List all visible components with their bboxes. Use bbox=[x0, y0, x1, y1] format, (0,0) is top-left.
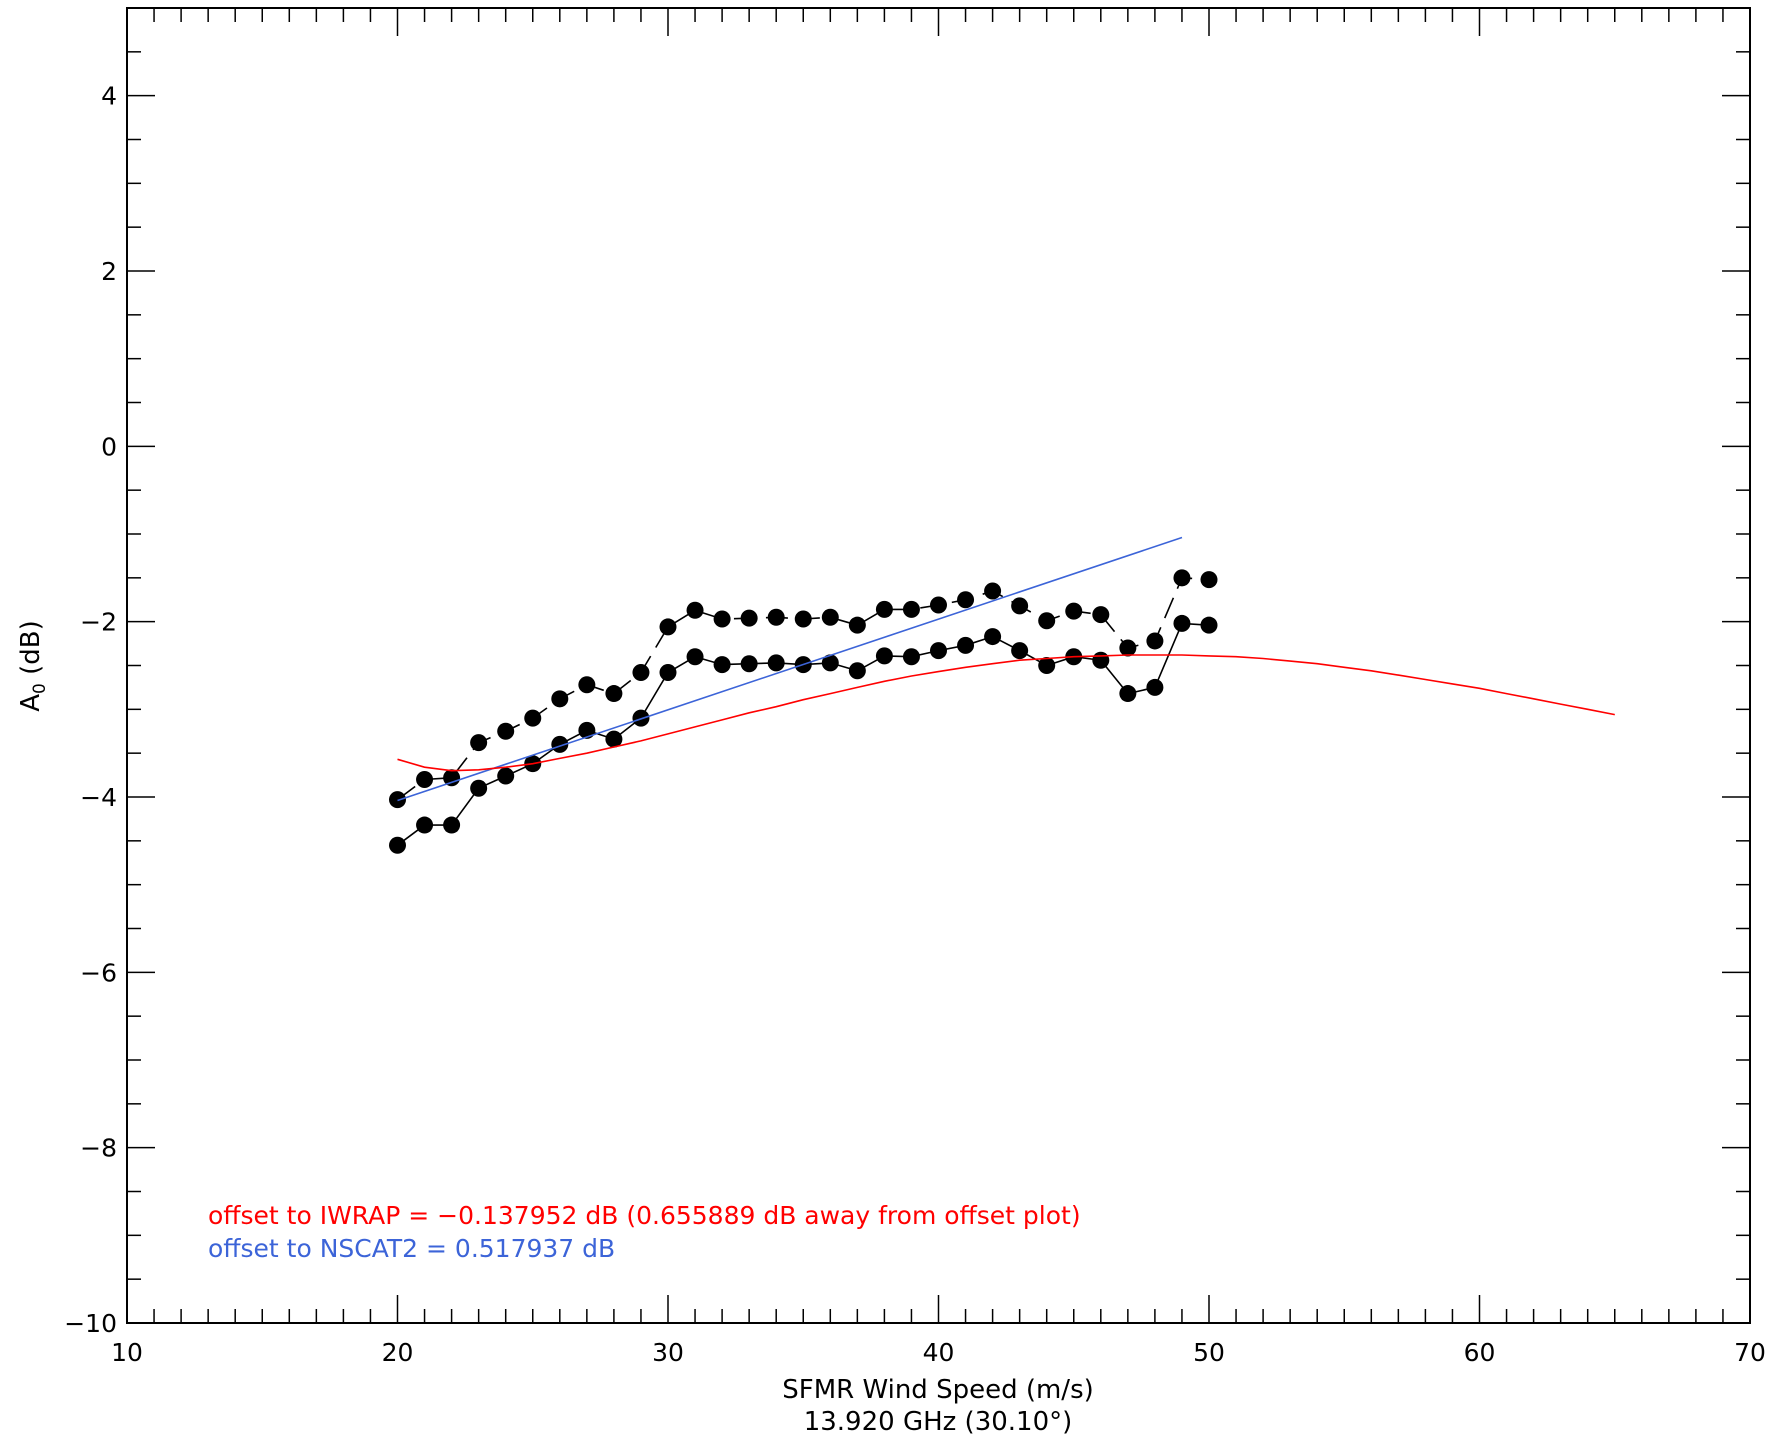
data-point bbox=[443, 769, 461, 787]
data-point bbox=[659, 664, 677, 682]
data-point bbox=[821, 654, 839, 672]
x-axis-subtitle: 13.920 GHz (30.10°) bbox=[804, 1407, 1073, 1437]
data-point bbox=[1038, 612, 1056, 630]
plot-frame bbox=[126, 7, 1751, 1324]
y-tick-label: −8 bbox=[80, 1134, 117, 1163]
data-point bbox=[713, 656, 731, 674]
data-point bbox=[605, 685, 623, 703]
data-point bbox=[875, 600, 893, 618]
data-point bbox=[470, 779, 488, 797]
data-point bbox=[551, 690, 569, 708]
data-point bbox=[794, 610, 812, 628]
y-tick-label: 4 bbox=[101, 82, 117, 111]
data-point bbox=[848, 616, 866, 634]
data-point bbox=[551, 735, 569, 753]
x-tick-label: 10 bbox=[111, 1338, 143, 1367]
y-tick-label: −10 bbox=[64, 1309, 117, 1338]
data-point bbox=[1038, 657, 1056, 674]
data-point bbox=[984, 582, 1002, 600]
data-point bbox=[767, 654, 785, 672]
data-point bbox=[605, 730, 623, 748]
data-point bbox=[902, 600, 920, 618]
data-point bbox=[497, 767, 515, 785]
data-point bbox=[848, 662, 866, 680]
data-point bbox=[767, 608, 785, 626]
data-point bbox=[957, 636, 975, 654]
y-axis-title-sub: 0 bbox=[30, 683, 50, 694]
y-tick-label: 0 bbox=[101, 432, 117, 461]
data-point bbox=[578, 721, 596, 739]
data-point bbox=[1011, 642, 1029, 660]
data-point bbox=[740, 609, 758, 627]
axis-tick-labels: 10 20 30 40 50 60 70 −10 −8 −6 −4 −2 0 2 4 bbox=[64, 82, 1766, 1367]
data-point bbox=[1092, 651, 1110, 669]
y-tick-label: 2 bbox=[101, 257, 117, 286]
data-point bbox=[957, 591, 975, 609]
x-tick-label: 30 bbox=[652, 1338, 684, 1367]
y-axis-title-unit: (dB) bbox=[16, 620, 46, 683]
y-tick-label: −2 bbox=[80, 608, 117, 637]
data-point bbox=[416, 816, 434, 834]
data-point bbox=[1173, 569, 1191, 587]
data-point bbox=[1146, 632, 1164, 650]
data-point bbox=[875, 647, 893, 665]
series-line-4 bbox=[397, 654, 1615, 772]
data-point bbox=[470, 734, 488, 752]
data-point bbox=[740, 655, 758, 673]
data-point bbox=[1065, 602, 1083, 620]
data-point bbox=[1092, 606, 1110, 624]
data-point bbox=[686, 601, 704, 619]
iwrap-offset-note: offset to IWRAP = −0.137952 dB (0.655889… bbox=[208, 1201, 1081, 1230]
series-line-3 bbox=[397, 536, 1183, 802]
data-point bbox=[497, 722, 515, 740]
data-point bbox=[1011, 597, 1029, 615]
data-point bbox=[524, 709, 542, 727]
data-point bbox=[389, 791, 406, 809]
data-point bbox=[1200, 616, 1218, 634]
axis-ticks bbox=[126, 7, 1751, 1324]
data-point bbox=[1119, 685, 1137, 703]
data-point bbox=[578, 676, 596, 694]
y-tick-label: −6 bbox=[80, 958, 117, 987]
y-axis-title-main: A bbox=[16, 694, 46, 712]
data-point bbox=[902, 648, 920, 666]
data-point bbox=[686, 648, 704, 666]
series bbox=[389, 536, 1615, 854]
data-point bbox=[389, 836, 406, 854]
x-tick-label: 20 bbox=[382, 1338, 414, 1367]
data-point bbox=[713, 610, 731, 628]
data-point bbox=[1119, 639, 1137, 657]
data-point bbox=[1173, 614, 1191, 632]
x-axis-title: SFMR Wind Speed (m/s) bbox=[782, 1375, 1094, 1405]
data-point bbox=[659, 618, 677, 636]
data-point bbox=[632, 664, 650, 682]
nscat-offset-note: offset to NSCAT2 = 0.517937 dB bbox=[208, 1234, 615, 1263]
data-point bbox=[1146, 678, 1164, 696]
x-tick-label: 60 bbox=[1464, 1338, 1496, 1367]
data-point bbox=[416, 770, 434, 788]
x-tick-label: 40 bbox=[923, 1338, 955, 1367]
data-point bbox=[443, 816, 461, 834]
x-tick-label: 50 bbox=[1193, 1338, 1225, 1367]
data-point bbox=[821, 608, 839, 626]
data-point bbox=[1200, 571, 1218, 589]
data-point bbox=[930, 596, 947, 614]
x-tick-label: 70 bbox=[1734, 1338, 1766, 1367]
y-axis-title: A0 (dB) bbox=[16, 620, 50, 712]
data-point bbox=[984, 628, 1002, 646]
data-point bbox=[930, 642, 947, 660]
y-tick-label: −4 bbox=[80, 783, 117, 812]
